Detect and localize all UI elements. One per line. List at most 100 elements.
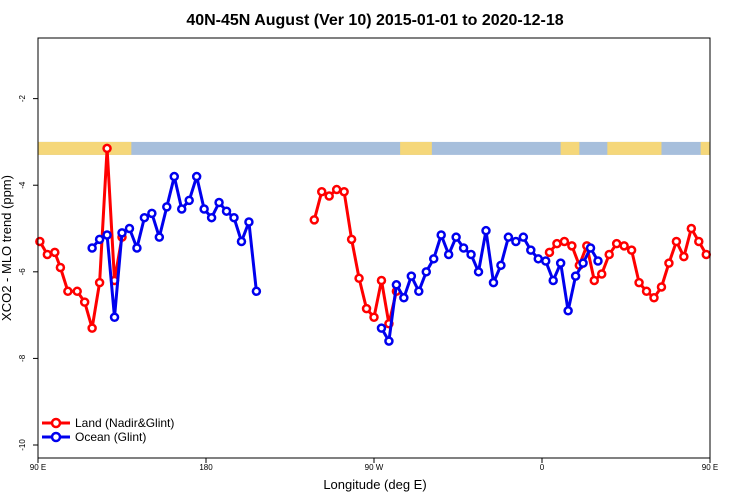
data-point	[619, 241, 629, 251]
x-axis-label: Longitude (deg E)	[323, 477, 426, 492]
data-point	[42, 249, 53, 260]
y-tick-label: -8	[18, 354, 27, 362]
land-band	[607, 141, 662, 155]
data-point	[206, 212, 217, 223]
data-point	[316, 186, 327, 197]
data-point	[656, 282, 667, 292]
data-point	[548, 275, 558, 286]
data-point	[544, 247, 555, 258]
data-point	[117, 228, 127, 238]
data-lines	[35, 143, 712, 346]
data-point	[399, 293, 409, 303]
data-point	[511, 236, 521, 247]
legend-marker	[50, 417, 62, 429]
data-point	[199, 204, 209, 214]
data-point	[559, 236, 570, 247]
data-point	[369, 312, 379, 323]
data-point	[55, 262, 66, 273]
data-point	[641, 286, 652, 297]
data-point	[87, 243, 97, 253]
series-line	[90, 175, 258, 319]
data-point	[169, 171, 180, 182]
data-point	[376, 323, 387, 333]
legend-label: Land (Nadir&Glint)	[75, 416, 174, 430]
data-point	[63, 286, 73, 297]
ocean-band	[38, 141, 710, 155]
y-axis: -2 -4 -6 -8 -10	[18, 95, 38, 451]
data-point	[414, 286, 424, 297]
series-land	[35, 143, 712, 333]
x-tick-label: 90 E	[30, 463, 46, 472]
data-point	[634, 277, 644, 288]
land-ocean-mask	[38, 141, 710, 155]
data-point	[339, 186, 349, 197]
data-point	[589, 275, 600, 286]
data-point	[593, 256, 603, 266]
series-line	[312, 188, 398, 326]
data-point	[139, 212, 150, 223]
data-point	[132, 243, 142, 253]
data-point	[526, 245, 536, 255]
data-point	[679, 251, 689, 262]
y-tick-label: -6	[18, 268, 27, 276]
data-point	[162, 202, 172, 212]
data-point	[124, 223, 135, 234]
data-point	[309, 215, 320, 225]
land-band	[400, 141, 432, 155]
x-tick-label: 180	[199, 463, 213, 472]
data-point	[229, 212, 239, 223]
data-point	[324, 191, 334, 201]
data-point	[79, 297, 90, 307]
series-line	[380, 229, 600, 343]
data-point	[611, 238, 622, 249]
data-point	[540, 256, 551, 266]
data-point	[649, 293, 659, 303]
data-point	[35, 236, 45, 247]
data-point	[466, 249, 476, 260]
data-point	[147, 208, 157, 219]
data-point	[236, 236, 247, 247]
data-point	[503, 232, 514, 242]
series-ocean	[87, 171, 603, 346]
data-point	[354, 273, 364, 284]
data-point	[701, 249, 712, 260]
data-point	[72, 286, 82, 297]
land-band	[38, 141, 132, 155]
data-point	[102, 230, 112, 240]
legend-label: Ocean (Glint)	[75, 430, 146, 444]
y-tick-label: -10	[18, 439, 27, 451]
data-point	[384, 336, 394, 346]
data-point	[176, 204, 187, 214]
data-point	[102, 143, 112, 154]
data-point	[481, 225, 491, 236]
data-point	[451, 232, 461, 242]
data-point	[406, 271, 417, 281]
data-point	[518, 232, 529, 242]
data-point	[671, 236, 682, 247]
legend: Land (Nadir&Glint)Ocean (Glint)	[42, 416, 174, 444]
data-point	[346, 234, 357, 245]
data-point	[458, 243, 469, 253]
data-point	[331, 184, 342, 195]
data-point	[361, 303, 372, 314]
land-band	[560, 141, 580, 155]
x-tick-label: 0	[540, 463, 545, 472]
data-point	[391, 280, 402, 290]
data-point	[473, 267, 484, 277]
data-point	[686, 223, 697, 234]
data-point	[428, 254, 439, 264]
data-point	[533, 254, 544, 264]
y-axis-label: XCO2 - MLO trend (ppm)	[0, 175, 14, 321]
data-point	[214, 197, 224, 208]
data-point	[596, 269, 607, 279]
data-point	[552, 238, 562, 249]
data-point	[94, 277, 105, 288]
data-point	[694, 236, 704, 247]
data-point	[191, 171, 202, 182]
land-band	[700, 141, 710, 155]
data-point	[604, 249, 614, 260]
data-point	[626, 245, 637, 255]
data-point	[585, 243, 596, 253]
data-point	[154, 232, 165, 242]
